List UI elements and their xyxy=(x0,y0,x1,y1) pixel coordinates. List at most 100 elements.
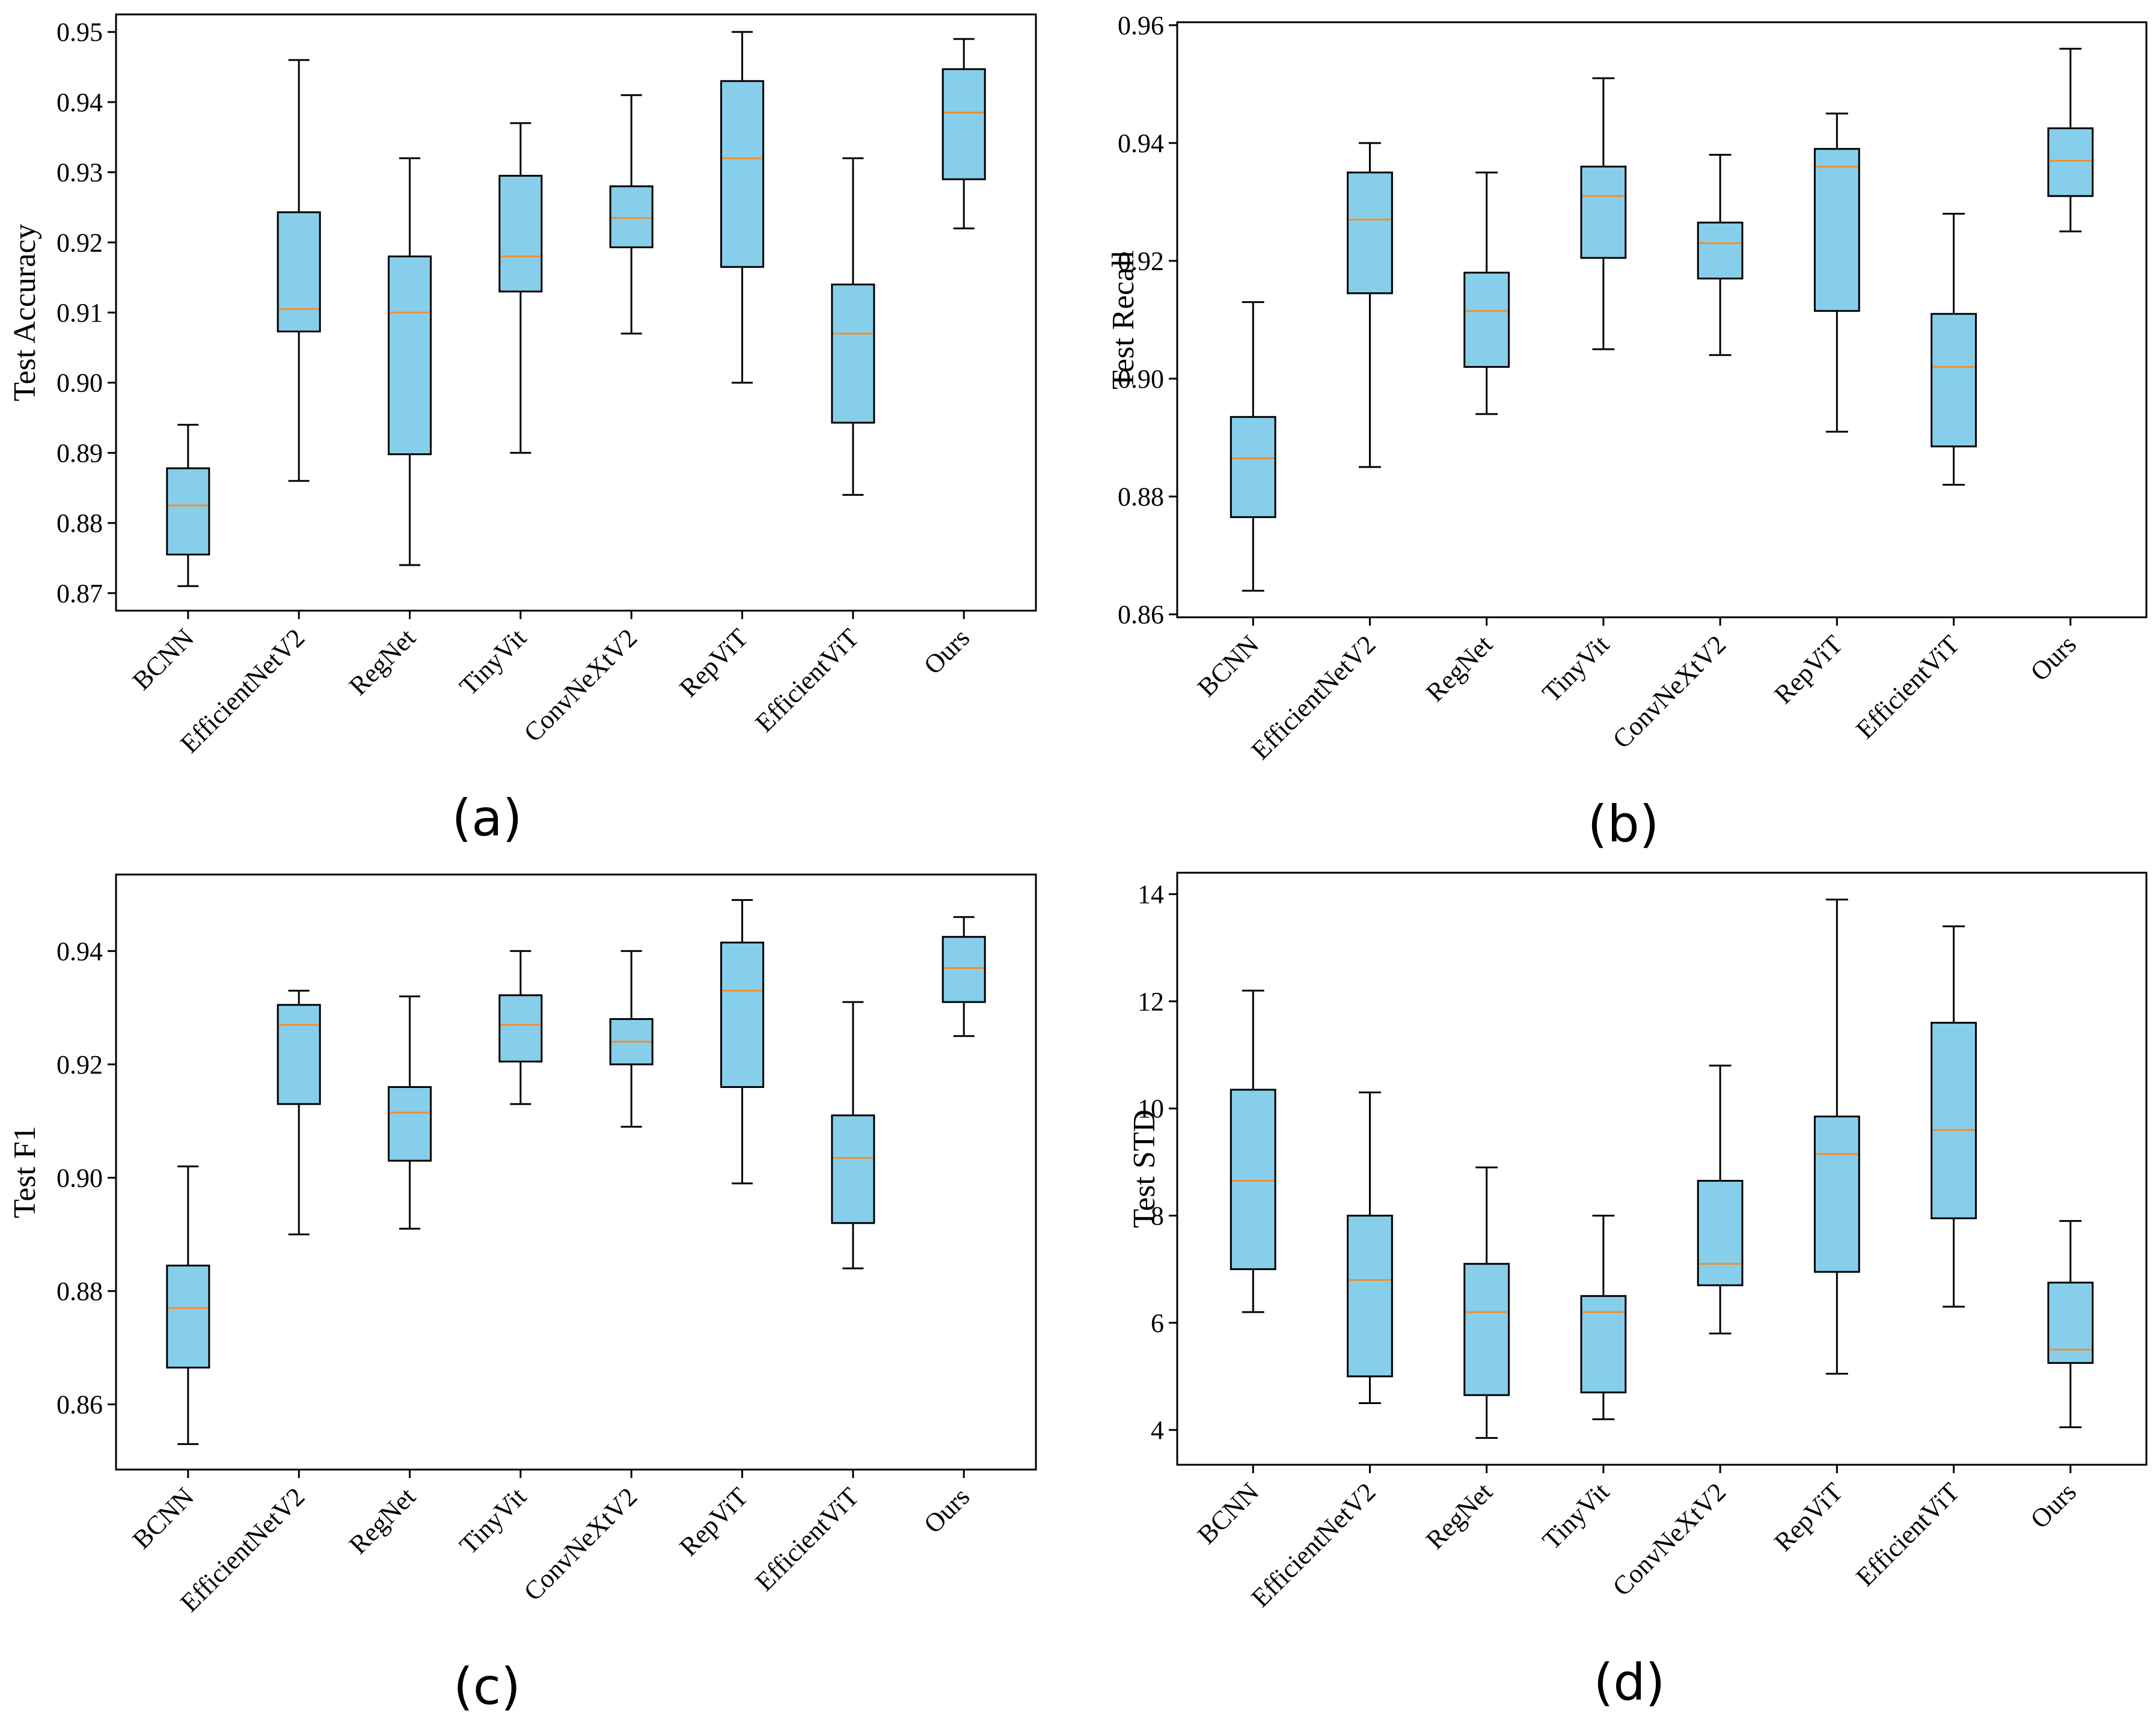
chart-panel-2: 0.86 0.88 0.90 0.92 0.94 Test F1 BCNN Efficient… xyxy=(8,873,1037,1713)
iqr-box xyxy=(1347,171,1393,295)
x-tick-label: EfficientNetV2 xyxy=(1246,629,1382,765)
box-efficientnetv2 xyxy=(277,989,321,1236)
y-tick-label: 0.86 xyxy=(57,1390,103,1420)
x-tick-label: BCNN xyxy=(127,623,200,695)
iqr-box xyxy=(1813,148,1860,312)
x-tick-label: RepViT xyxy=(674,623,754,703)
x-tick-label: Ours xyxy=(2025,1477,2082,1534)
y-tick-label: 0.92 xyxy=(1118,246,1164,276)
y-tick-label: 0.95 xyxy=(57,17,103,47)
iqr-box xyxy=(277,1004,321,1105)
x-tick-label: RepViT xyxy=(1768,1477,1848,1557)
x-tick-label: EfficientViT xyxy=(750,1482,865,1596)
box-repvit xyxy=(720,31,765,384)
panel-label: (b) xyxy=(1588,795,1659,853)
x-tick-label: TinyVit xyxy=(454,1482,532,1560)
x-tick-label: ConvNeXtV2 xyxy=(518,623,643,747)
iqr-box xyxy=(720,80,765,268)
iqr-box xyxy=(1580,165,1627,259)
box-convnextv2 xyxy=(1697,1064,1744,1335)
iqr-box xyxy=(498,174,543,293)
y-tick-label: 6 xyxy=(1151,1308,1164,1338)
y-tick-label: 0.86 xyxy=(1118,600,1164,629)
iqr-box xyxy=(609,185,654,248)
y-tick-label: 0.90 xyxy=(57,1163,103,1192)
plot-frame xyxy=(1176,21,2148,618)
x-tick-label: Ours xyxy=(2025,629,2082,686)
chart-panel-0: 0.87 0.88 0.89 0.90 0.91 0.92 0.93 0.94 0.95 Test… xyxy=(8,13,1037,847)
y-tick-label: 0.89 xyxy=(57,438,103,468)
box-efficientnetv2 xyxy=(277,59,321,482)
panel-label: (c) xyxy=(453,1657,521,1713)
box-regnet xyxy=(1463,1166,1510,1439)
x-tick-label: ConvNeXtV2 xyxy=(1607,629,1732,754)
y-tick-label: 0.92 xyxy=(57,228,103,257)
y-tick-label: 0.88 xyxy=(57,1277,103,1306)
x-tick-label: TinyVit xyxy=(454,623,532,701)
iqr-box xyxy=(166,1265,210,1369)
iqr-box xyxy=(1230,1089,1276,1271)
y-tick-label: 0.93 xyxy=(57,158,103,188)
y-tick-label: 0.96 xyxy=(1118,11,1164,40)
y-tick-label: 0.90 xyxy=(57,368,103,398)
box-convnextv2 xyxy=(609,94,654,335)
box-efficientvit xyxy=(831,157,875,496)
iqr-box xyxy=(1931,1022,1977,1220)
box-repvit xyxy=(720,899,765,1185)
box-tinyvit xyxy=(498,122,543,454)
iqr-box xyxy=(166,467,210,556)
x-tick-label: ConvNeXtV2 xyxy=(518,1482,643,1606)
iqr-box xyxy=(1931,313,1977,448)
box-bcnn xyxy=(166,1165,210,1446)
box-repvit xyxy=(1813,899,1860,1375)
panel-label: (d) xyxy=(1594,1653,1665,1712)
iqr-box xyxy=(720,941,765,1089)
y-tick-label: 12 xyxy=(1138,987,1164,1016)
y-tick-label: 8 xyxy=(1151,1201,1164,1230)
iqr-box xyxy=(2047,127,2094,197)
box-bcnn xyxy=(1230,301,1276,592)
x-tick-label: EfficientViT xyxy=(1850,629,1965,744)
iqr-box xyxy=(1813,1116,1860,1273)
iqr-box xyxy=(498,994,543,1063)
iqr-box xyxy=(942,68,986,180)
x-tick-label: RegNet xyxy=(343,623,421,701)
iqr-box xyxy=(277,211,321,333)
iqr-box xyxy=(1347,1214,1393,1378)
y-tick-label: 0.88 xyxy=(57,508,103,538)
box-regnet xyxy=(387,157,432,566)
iqr-box xyxy=(387,255,432,456)
iqr-box xyxy=(1230,416,1276,518)
y-tick-label: 0.87 xyxy=(57,579,103,608)
x-tick-label: RegNet xyxy=(343,1482,421,1560)
iqr-box xyxy=(831,283,875,424)
box-bcnn xyxy=(166,424,210,587)
x-tick-label: BCNN xyxy=(1192,1477,1264,1550)
x-tick-label: RegNet xyxy=(1420,1477,1498,1555)
y-tick-label: 0.91 xyxy=(57,298,103,328)
y-axis-label: Test Accuracy xyxy=(8,224,42,401)
y-tick-label: 0.94 xyxy=(57,88,103,117)
x-tick-label: RepViT xyxy=(674,1482,754,1562)
iqr-box xyxy=(1697,221,1744,279)
y-tick-label: 0.94 xyxy=(57,936,103,966)
x-tick-label: TinyVit xyxy=(1537,1477,1615,1555)
x-tick-label: BCNN xyxy=(127,1482,200,1554)
iqr-box xyxy=(1697,1180,1744,1286)
y-tick-label: 0.90 xyxy=(1118,364,1164,394)
box-regnet xyxy=(1463,171,1510,415)
box-ours xyxy=(2047,1220,2094,1429)
iqr-box xyxy=(1580,1295,1627,1394)
x-tick-label: Ours xyxy=(918,623,975,680)
y-tick-label: 0.88 xyxy=(1118,482,1164,511)
box-efficientvit xyxy=(1931,925,1977,1308)
y-tick-label: 10 xyxy=(1138,1094,1164,1123)
y-axis-label: Test Recall xyxy=(1106,250,1141,389)
plot-frame xyxy=(1176,872,2148,1466)
box-convnextv2 xyxy=(1697,154,1744,356)
x-tick-label: EfficientViT xyxy=(1850,1477,1965,1592)
x-tick-label: RepViT xyxy=(1768,629,1848,709)
plot-frame xyxy=(115,13,1037,612)
